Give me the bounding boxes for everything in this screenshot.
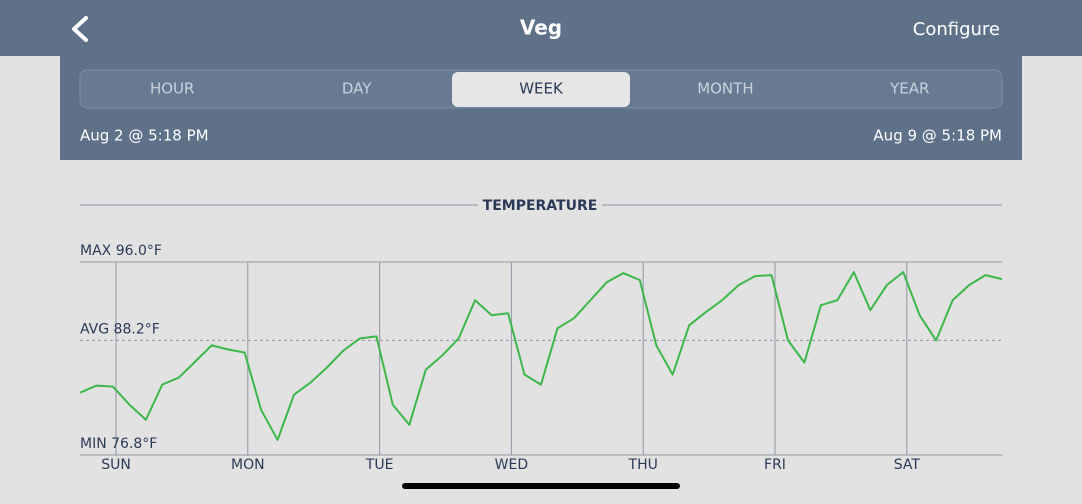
tab[interactable]: HOUR bbox=[150, 80, 195, 98]
x-tick-label: SAT bbox=[894, 457, 921, 473]
home-indicator bbox=[402, 483, 680, 489]
chart-title: TEMPERATURE bbox=[483, 198, 598, 214]
range-end: Aug 9 @ 5:18 PM bbox=[873, 127, 1002, 145]
temperature-line bbox=[79, 271, 1003, 441]
range-start: Aug 2 @ 5:18 PM bbox=[80, 127, 209, 145]
y-tick-label: MAX 96.0°F bbox=[80, 243, 162, 259]
x-tick-label: WED bbox=[495, 457, 528, 473]
nav-bar bbox=[0, 0, 1082, 56]
x-tick-label: FRI bbox=[764, 457, 786, 473]
selected-tab-bg bbox=[452, 72, 630, 107]
tab[interactable]: WEEK bbox=[519, 80, 564, 98]
y-tick-label: AVG 88.2°F bbox=[80, 321, 160, 337]
back-button[interactable] bbox=[72, 16, 88, 42]
nav-title: Veg bbox=[520, 16, 562, 40]
x-tick-label: SUN bbox=[101, 457, 131, 473]
y-tick-label: MIN 76.8°F bbox=[80, 436, 157, 452]
tab[interactable]: MONTH bbox=[697, 80, 753, 98]
x-tick-label: TUE bbox=[365, 457, 394, 473]
configure-button[interactable]: Configure bbox=[913, 19, 1000, 40]
tab[interactable]: DAY bbox=[342, 80, 372, 98]
x-tick-label: THU bbox=[628, 457, 658, 473]
tab[interactable]: YEAR bbox=[889, 80, 929, 98]
x-tick-label: MON bbox=[231, 457, 265, 473]
